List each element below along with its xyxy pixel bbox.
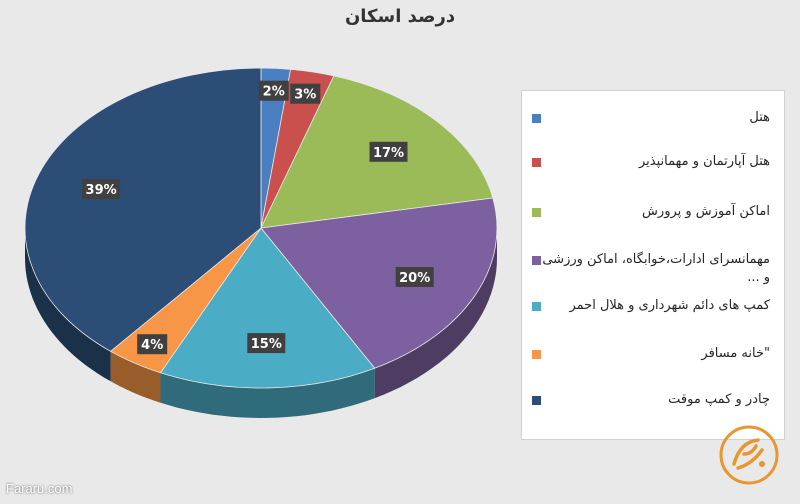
legend-swatch [532,396,541,405]
legend-swatch [532,158,541,167]
data-label-text: 17% [373,146,404,161]
legend-swatch [532,302,541,311]
data-label-text: 39% [86,183,117,198]
data-label-2: 17% [369,141,408,162]
pie-slices [24,67,498,389]
data-label-box [395,267,434,287]
data-label-box [247,333,286,354]
data-label-6: 39% [82,179,121,199]
data-label-box [82,179,121,199]
legend-item: هتل [749,110,770,125]
data-label-1: 3% [290,83,321,104]
pie-slice-3 [260,197,498,369]
legend-item: چادر و کمپ موقت [668,392,770,407]
legend-item: اماکن آموزش و پرورش [642,204,770,219]
legend-swatch [532,208,541,217]
chart-title: درصد اسکان [344,6,456,27]
pie-side-6 [25,228,111,382]
data-label-text: 15% [251,337,282,352]
watermark: Fararu.com [6,481,73,496]
data-label-4: 15% [247,333,286,354]
data-labels: 2% 3% 17% 20% 15% 4% 39% [82,80,434,355]
pie-slice-6 [24,67,262,352]
data-label-text: 4% [141,338,163,353]
data-label-box [290,83,321,104]
data-label-box [258,80,289,101]
data-label-3: 20% [395,267,434,287]
pie-side-5 [110,351,161,403]
pie-side-4 [160,368,375,418]
legend-item: مهمانسرای ادارات،خوابگاه، اماکن ورزشی و … [542,252,770,285]
pie-side-3 [374,228,497,399]
legend-swatch [532,256,541,265]
data-label-5: 4% [137,334,168,355]
pie-sides [25,228,497,418]
data-label-text: 2% [263,85,285,100]
legend-item: "خانه مسافر [701,346,770,361]
data-label-box [369,141,408,162]
pie-slice-4 [159,227,376,389]
legend-item: هتل آپارتمان و مهمانپذیر [639,154,770,169]
legend-swatch [532,350,541,359]
legend-item: کمپ های دائم شهرداری و هلال احمر [569,298,770,313]
legend: هتل هتل آپارتمان و مهمانپذیر اماکن آموزش و… [521,90,785,440]
legend-swatch [532,114,541,123]
fararu-logo [719,425,779,485]
data-label-text: 3% [294,88,316,103]
data-label-0: 2% [258,80,289,101]
data-label-box [137,334,168,355]
data-label-text: 20% [399,271,430,286]
